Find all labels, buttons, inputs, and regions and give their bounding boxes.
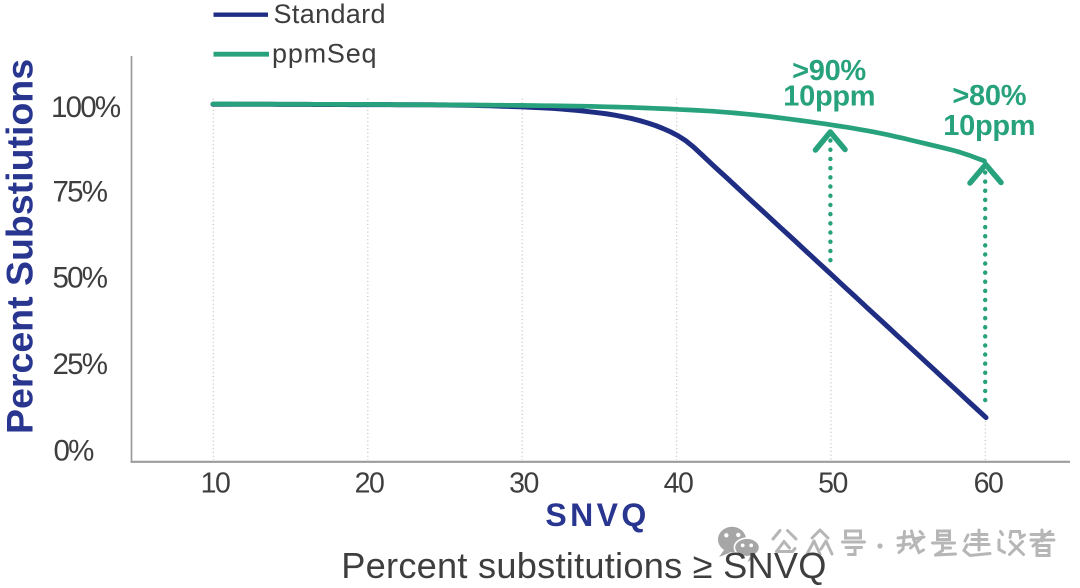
svg-text:10ppm: 10ppm: [943, 110, 1035, 142]
svg-text:40: 40: [664, 468, 693, 500]
svg-text:25%: 25%: [53, 348, 108, 381]
svg-text:10ppm: 10ppm: [783, 81, 875, 113]
svg-text:75%: 75%: [53, 176, 108, 209]
svg-text:ppmSeq: ppmSeq: [272, 39, 377, 69]
svg-text:0%: 0%: [54, 434, 95, 467]
svg-text:30: 30: [509, 468, 538, 500]
svg-text:>80%: >80%: [952, 80, 1026, 112]
svg-text:50: 50: [818, 468, 847, 500]
svg-text:>90%: >90%: [792, 55, 866, 87]
svg-text:50%: 50%: [53, 262, 108, 295]
svg-text:100%: 100%: [51, 91, 121, 124]
svg-text:10: 10: [201, 468, 230, 500]
svg-text:20: 20: [355, 468, 384, 500]
svg-text:Standard: Standard: [274, 0, 386, 29]
svg-text:Percent Substiutions: Percent Substiutions: [0, 59, 41, 434]
svg-text:Percent substitutions ≥ SNVQ: Percent substitutions ≥ SNVQ: [341, 545, 826, 586]
svg-text:SNVQ: SNVQ: [545, 497, 649, 533]
svg-text:60: 60: [974, 468, 1003, 500]
